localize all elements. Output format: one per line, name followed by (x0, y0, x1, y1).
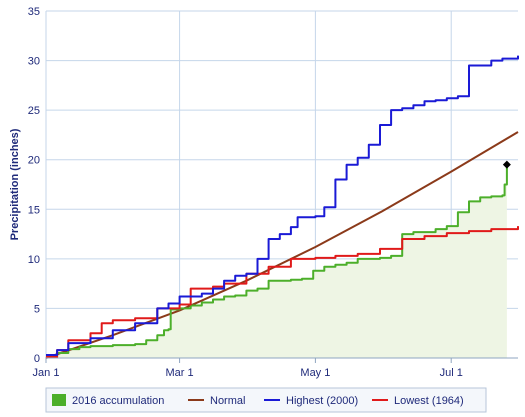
y-tick-label: 35 (28, 6, 40, 18)
y-tick-label: 0 (34, 353, 40, 365)
series-line-2016-accumulation (46, 164, 508, 357)
y-axis-label: Precipitation (inches) (9, 128, 21, 240)
x-tick-label: Jan 1 (33, 367, 60, 379)
legend-swatch-2016-accumulation (52, 394, 66, 406)
legend-label-2016-accumulation: 2016 accumulation (72, 395, 164, 407)
series-end-marker (502, 160, 511, 169)
y-tick-label: 10 (28, 254, 40, 266)
x-tick-label: Mar 1 (166, 367, 194, 379)
legend-label-highest-2000: Highest (2000) (286, 395, 358, 407)
y-tick-label: 15 (28, 204, 40, 216)
y-tick-label: 5 (34, 303, 40, 315)
legend-label-lowest-1964: Lowest (1964) (394, 395, 464, 407)
legend: 2016 accumulation Normal Highest (2000) Low… (45, 387, 487, 413)
x-tick-label: May 1 (300, 367, 330, 379)
axes: 0 5 10 15 20 25 30 35 Jan 1 Mar 1 May 1 Jul 1 (28, 6, 518, 379)
x-tick-label: Jul 1 (440, 367, 463, 379)
y-tick-label: 20 (28, 155, 40, 167)
series-layer (45, 55, 519, 359)
series-line-highest-2000 (46, 55, 519, 356)
y-tick-label: 25 (28, 105, 40, 117)
y-tick-label: 30 (28, 56, 40, 68)
legend-label-normal: Normal (210, 395, 245, 407)
series-area-2016 (46, 164, 507, 358)
